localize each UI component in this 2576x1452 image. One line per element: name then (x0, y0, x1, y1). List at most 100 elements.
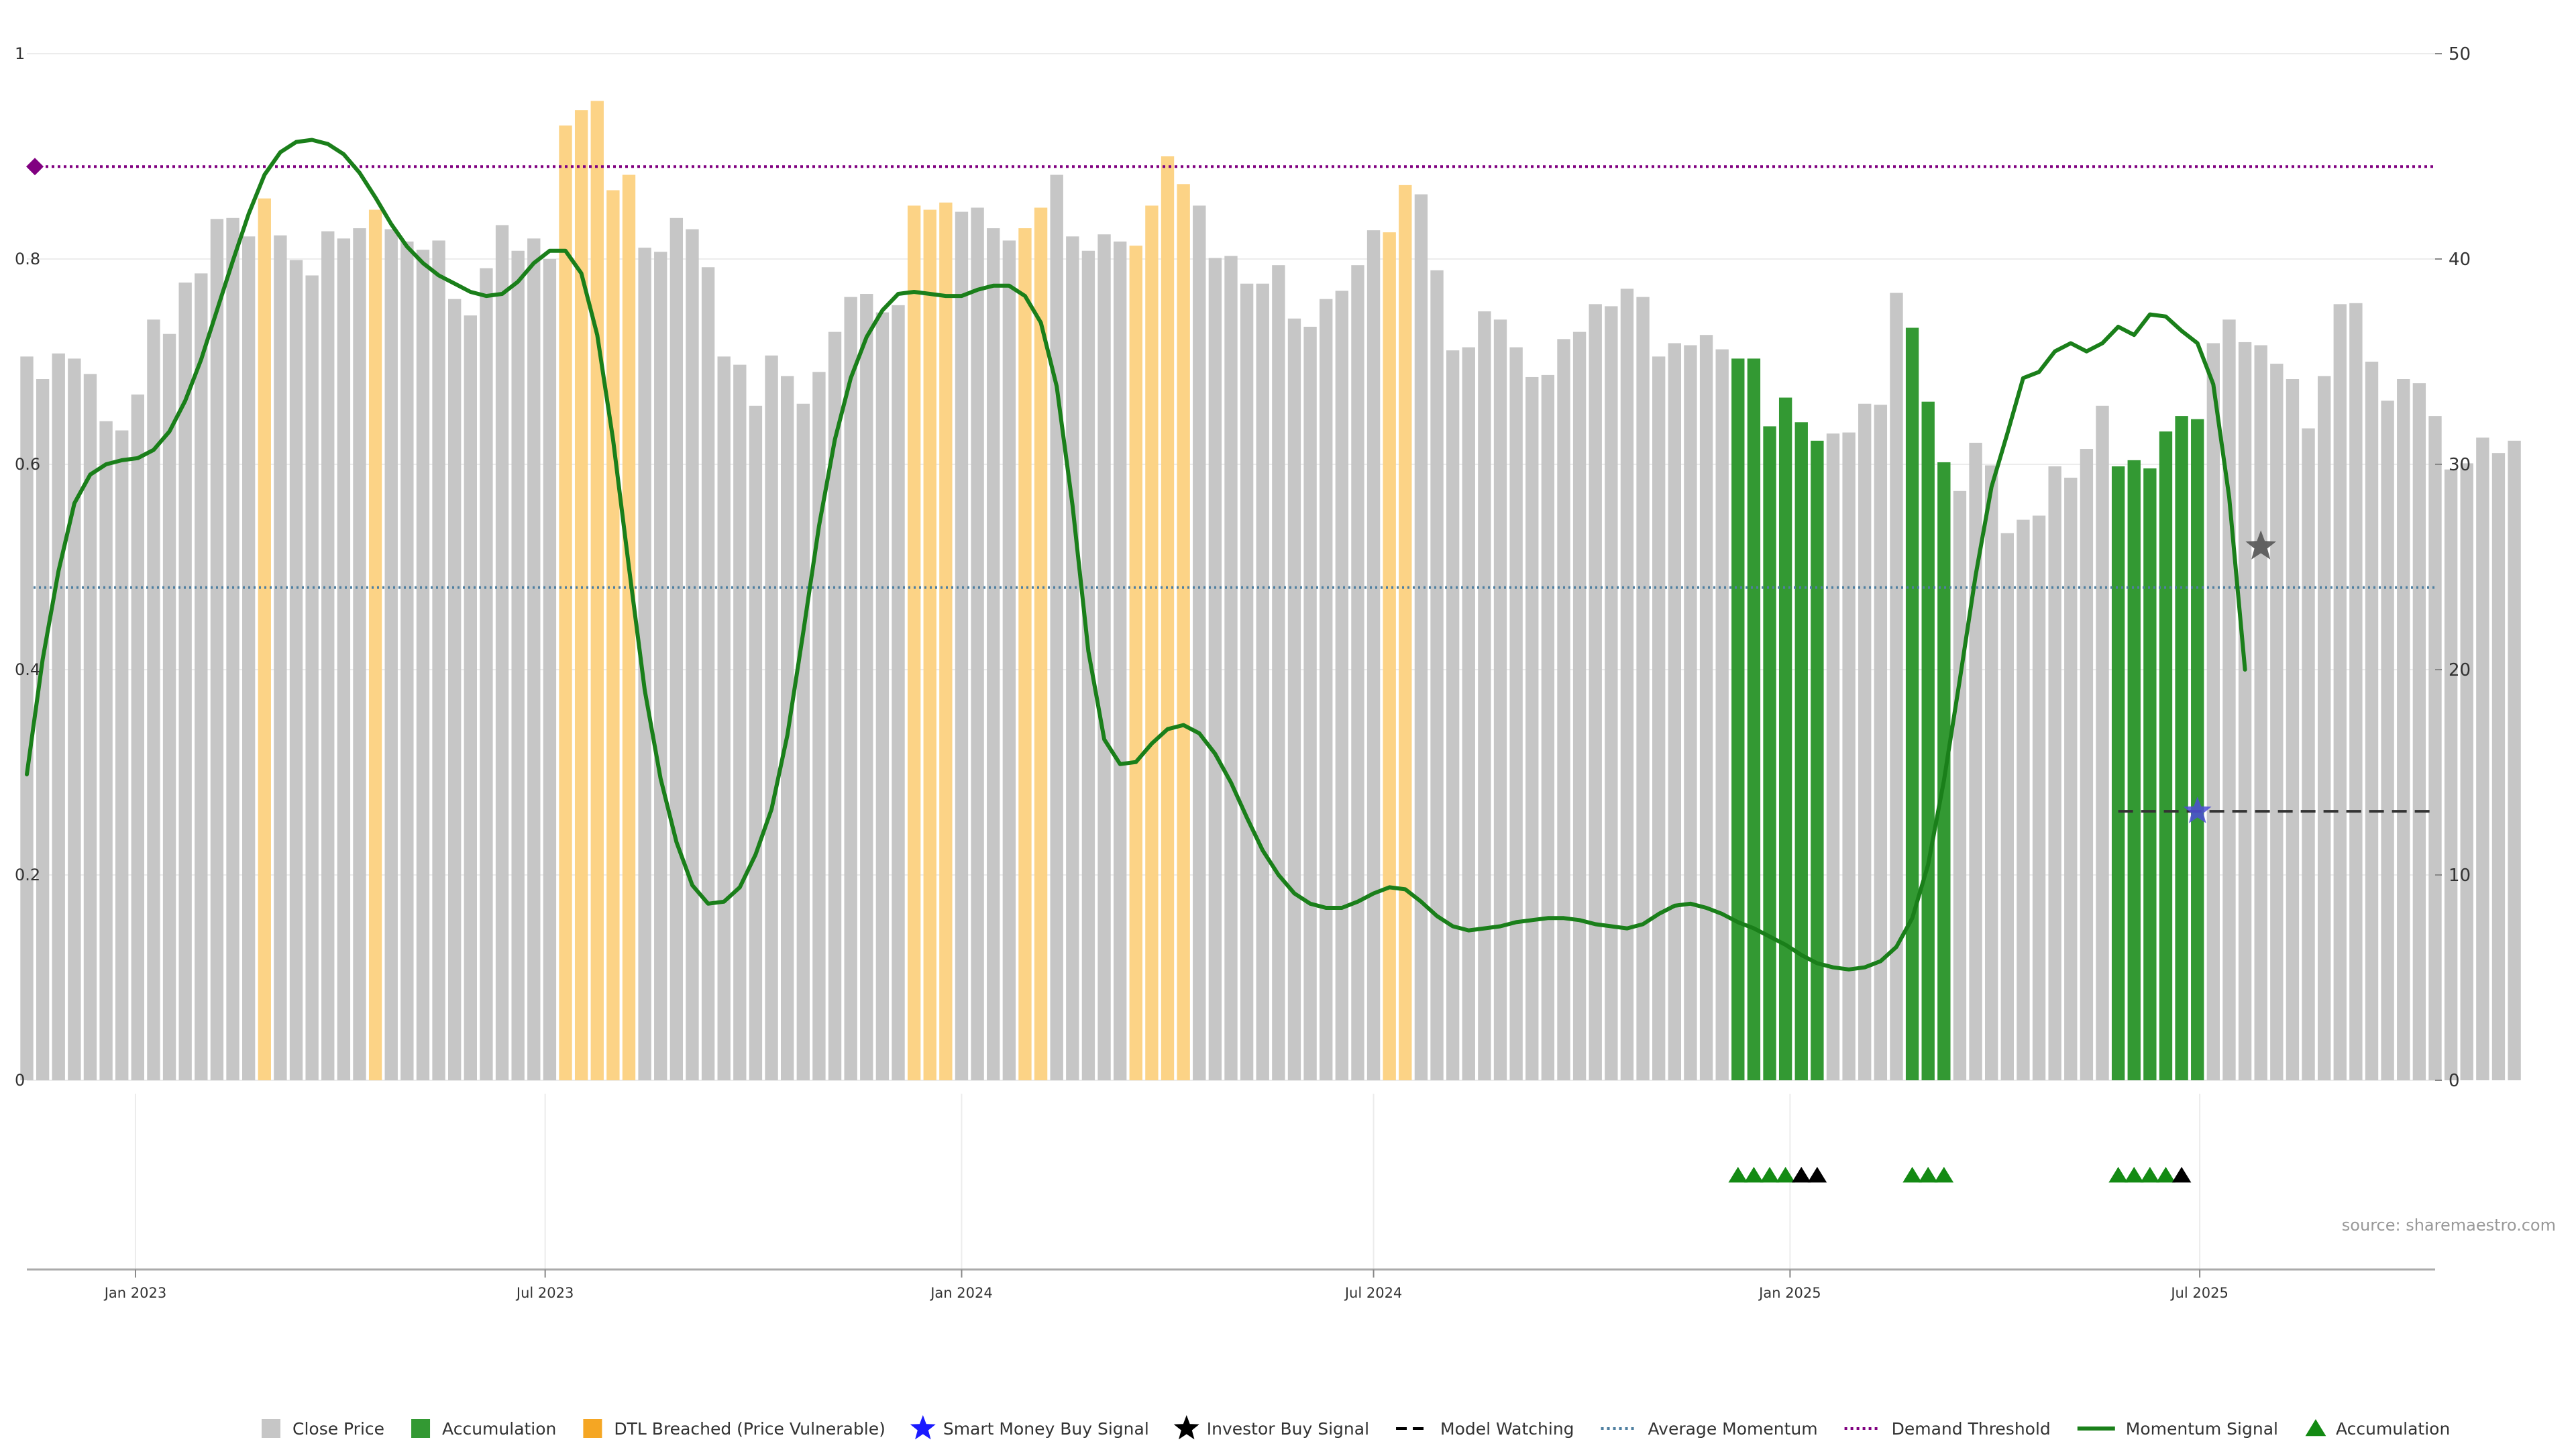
close-price-bar (987, 228, 1000, 1081)
close-price-bar (2254, 345, 2267, 1080)
close-price-bar (384, 229, 398, 1080)
close-price-bar (2412, 383, 2426, 1080)
close-price-bar (1478, 311, 1491, 1080)
legend-item-investor: Investor Buy Signal (1173, 1415, 1369, 1440)
close-price-bar (844, 297, 857, 1080)
close-price-bar (2491, 453, 2506, 1080)
legend-item-average-momentum: Average Momentum (1601, 1419, 1818, 1439)
close-price-bar (638, 248, 651, 1080)
close-price-bar (749, 405, 763, 1080)
close-price-bar (1715, 349, 1729, 1080)
dtl-breached-bar (1034, 207, 1048, 1080)
legend-item-accumulation-marker: Accumulation (2305, 1419, 2450, 1439)
close-price-bar (1113, 241, 1127, 1080)
close-price-bar (1620, 289, 1634, 1080)
close-price-bar (812, 372, 826, 1080)
legend-swatch (411, 1419, 431, 1438)
close-price-bar (1366, 230, 1381, 1080)
close-price-bar (1208, 258, 1222, 1081)
close-price-bar (210, 219, 224, 1081)
close-price-bar (527, 238, 541, 1080)
close-price-bar (1462, 347, 1475, 1080)
signal-markers (1728, 530, 2276, 1183)
close-price-bar (195, 273, 208, 1080)
close-price-bar (305, 275, 319, 1081)
x-tick-label: Jul 2023 (515, 1285, 574, 1301)
close-price-bar (1541, 374, 1555, 1080)
accumulation-triangle (1934, 1167, 1954, 1183)
accumulation-bar (1778, 397, 1792, 1080)
close-price-bar (1097, 234, 1111, 1080)
close-price-bar (511, 250, 525, 1080)
close-price-bar (765, 355, 778, 1080)
legend-swatch (583, 1419, 602, 1438)
close-price-bar (2508, 440, 2521, 1080)
accumulation-triangle (1918, 1167, 1938, 1183)
close-price-bar (1636, 297, 1650, 1080)
close-price-bar (1858, 403, 1872, 1080)
close-price-bar (131, 394, 145, 1080)
close-price-bar (68, 358, 81, 1081)
x-tick-label: Jul 2025 (2169, 1285, 2228, 1301)
close-price-bar (1684, 345, 1697, 1080)
accumulation-bar (2191, 419, 2204, 1080)
close-price-bar (2428, 416, 2442, 1080)
accumulation-triangle (2108, 1167, 2128, 1183)
close-price-bar (2064, 477, 2078, 1080)
dtl-breached-bar (1161, 156, 1175, 1080)
close-price-bar (241, 236, 256, 1081)
x-tick-label: Jan 2025 (1758, 1285, 1821, 1301)
close-price-bar (52, 353, 65, 1080)
close-price-bar (274, 235, 287, 1080)
close-price-bar (2476, 437, 2489, 1080)
close-price-bar (717, 356, 731, 1080)
close-price-bar (147, 319, 160, 1080)
left-tick-label: 0.2 (15, 866, 40, 884)
accumulation-bar (2143, 468, 2157, 1080)
close-price-bar (1589, 304, 1602, 1080)
accumulation-triangle (1744, 1167, 1764, 1183)
close-price-bar (1193, 205, 1206, 1081)
close-price-bar (1605, 306, 1618, 1080)
right-tick-label: 30 (2449, 455, 2471, 475)
close-price-bar (1351, 265, 1364, 1081)
right-tick-label: 0 (2449, 1071, 2460, 1091)
close-price-bar (1557, 339, 1570, 1081)
legend-label: Smart Money Buy Signal (943, 1419, 1149, 1439)
accumulation-bar (1811, 440, 1824, 1080)
right-tick-label: 50 (2449, 44, 2471, 64)
dtl-breached-bar (559, 125, 572, 1081)
left-tick-label: 0 (15, 1071, 25, 1090)
accumulation-bar (1731, 358, 1745, 1081)
legend-item-momentum-signal: Momentum Signal (2077, 1419, 2278, 1439)
close-price-bar (2460, 463, 2473, 1080)
close-price-bar (733, 364, 747, 1080)
x-tick-label: Jan 2024 (929, 1285, 993, 1301)
close-price-bar (289, 260, 303, 1080)
close-price-bar (1525, 376, 1539, 1081)
accumulation-bar (1794, 422, 1808, 1080)
close-price-bar (654, 252, 667, 1080)
left-tick-label: 1 (15, 44, 25, 63)
close-price-bar (1699, 335, 1713, 1081)
close-price-bar (2349, 303, 2363, 1080)
close-price-bar (2286, 379, 2300, 1080)
close-price-bar (226, 217, 239, 1080)
accumulation-bar (2175, 416, 2188, 1080)
legend-star-icon (910, 1415, 936, 1440)
dtl-breached-bar (939, 202, 953, 1081)
close-price-bar (115, 430, 129, 1080)
close-price-bar (432, 240, 445, 1081)
accumulation-bar (1763, 426, 1776, 1080)
close-price-bar (2238, 342, 2252, 1081)
close-price-bar (955, 211, 969, 1080)
left-tick-label: 0.6 (15, 455, 40, 474)
legend-star-icon (1173, 1415, 1199, 1440)
close-price-bar (2444, 469, 2458, 1080)
legend-label: Model Watching (1440, 1419, 1574, 1439)
legend-label: Accumulation (2336, 1419, 2450, 1439)
close-price-bar (162, 333, 176, 1081)
chart-legend: Close Price Accumulation DTL Breached (Pri… (262, 1415, 2450, 1440)
signal-lines (25, 138, 2435, 972)
close-price-bar (2270, 364, 2284, 1080)
